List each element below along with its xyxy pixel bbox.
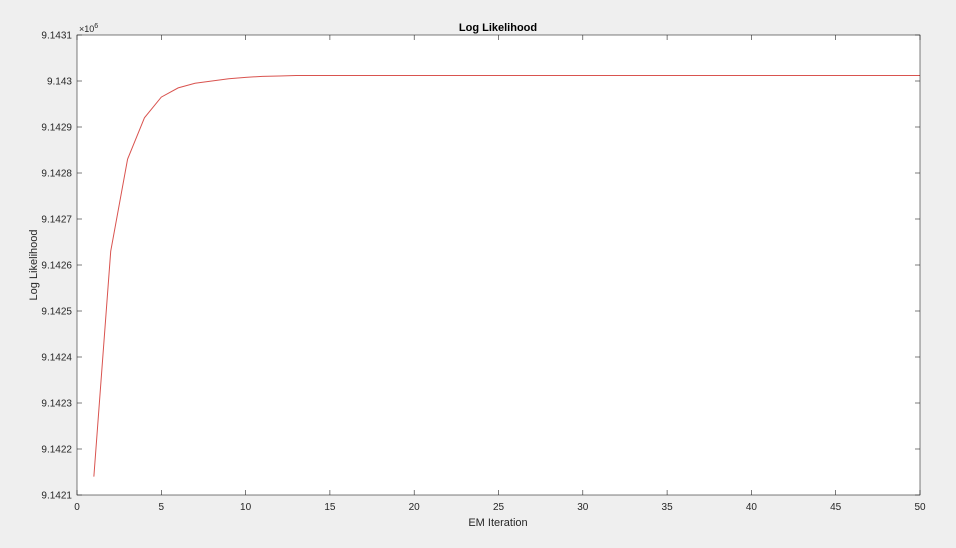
x-tick-label: 5 [159,502,165,513]
y-exponent-label: ×106 [79,23,98,34]
x-tick-label: 15 [324,502,336,513]
y-axis-label: Log Likelihood [28,230,40,301]
y-tick-label: 9.1426 [41,261,72,272]
x-tick-label: 20 [409,502,421,513]
y-tick-label: 9.1427 [41,215,72,226]
y-tick-label: 9.1421 [41,491,72,502]
series-line [93,74,920,477]
y-tick-label: 9.1429 [41,123,72,134]
x-tick-label: 30 [577,502,589,513]
y-tick-label: 9.1425 [41,307,72,318]
y-tick-labels: 9.1421 9.1422 9.1423 9.1424 9.1425 9.1426 9.14… [41,31,72,502]
y-tick-label: 9.1431 [41,31,72,42]
x-tick-label: 50 [914,502,926,513]
x-tick-label: 35 [662,502,674,513]
x-tick-label: 45 [830,502,842,513]
chart-title: Log Likelihood [459,22,537,34]
x-tick-label: 10 [240,502,252,513]
y-tick-label: 9.1423 [41,399,72,410]
x-tick-label: 25 [493,502,505,513]
y-tick-label: 9.1428 [41,169,72,180]
y-exponent-base: ×10 [79,24,94,34]
x-tick-label: 40 [746,502,758,513]
y-tick-label: 9.143 [47,77,72,88]
y-exponent-power: 6 [94,23,98,30]
plot-frame [76,34,921,496]
y-tick-label: 9.1422 [41,445,72,456]
plot-area [77,35,920,495]
y-tick-label: 9.1424 [41,353,72,364]
x-axis-label: EM Iteration [468,517,527,529]
x-tick-label: 0 [74,502,80,513]
x-tick-labels: 0 5 10 15 20 25 30 35 40 45 50 [74,502,926,513]
